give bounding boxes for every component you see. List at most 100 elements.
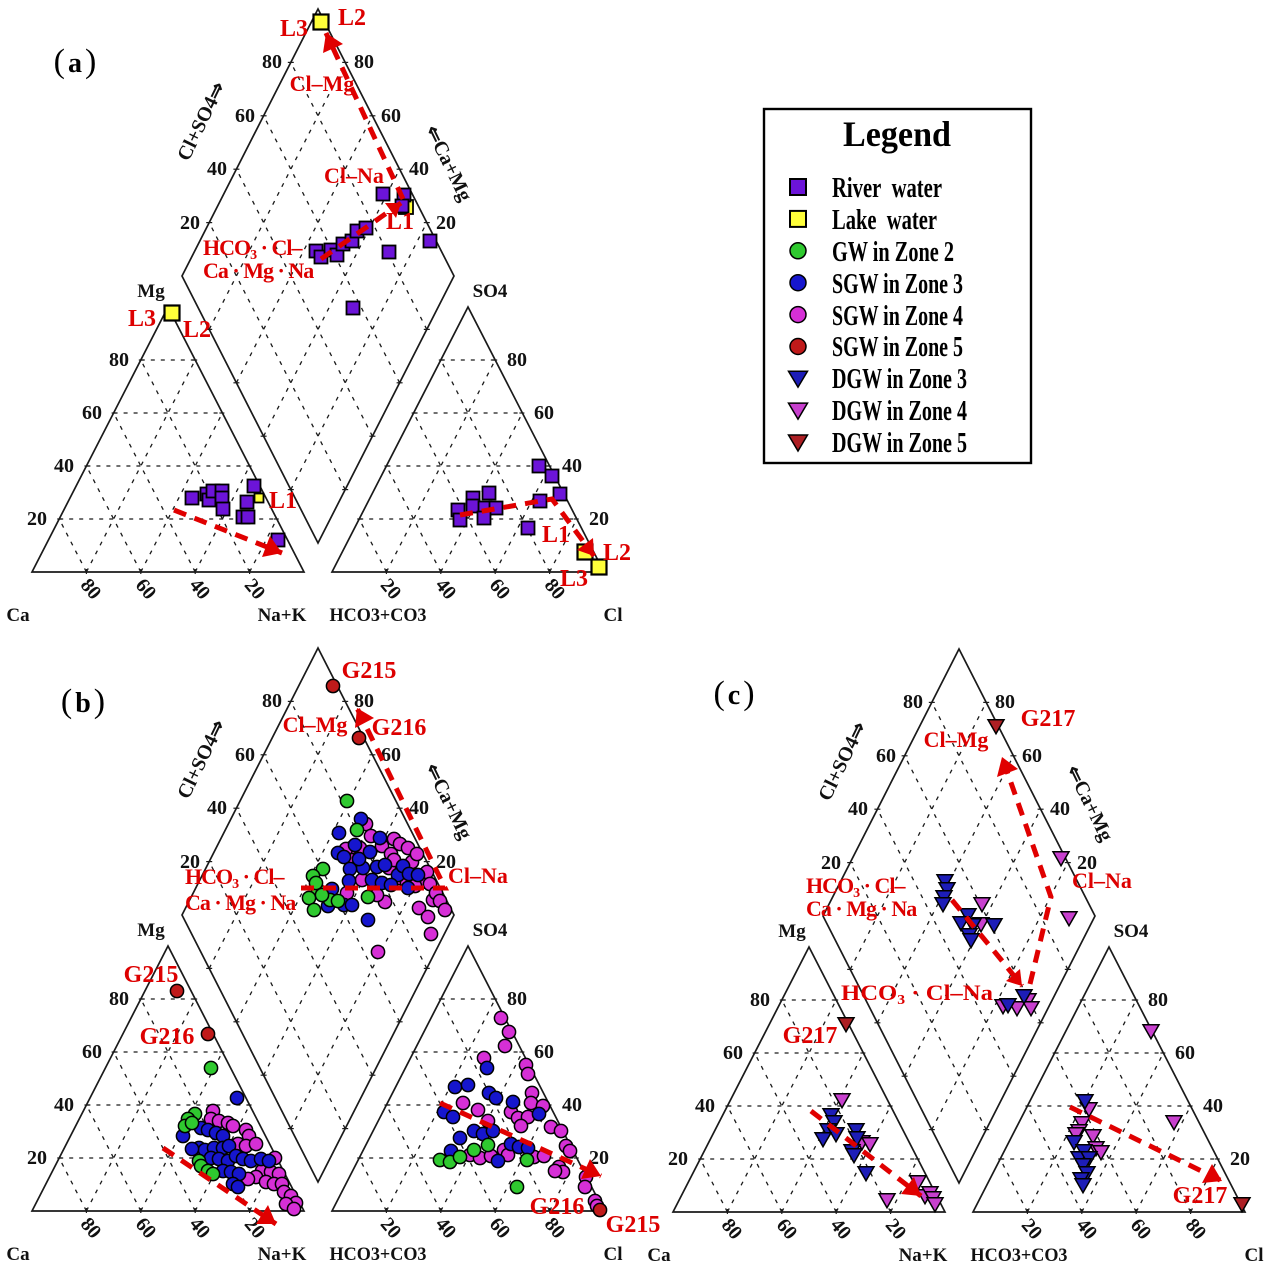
svg-text:G215: G215 [342,658,397,684]
svg-text:60: 60 [1022,745,1042,767]
svg-text:60: 60 [381,744,401,766]
svg-text:60: 60 [534,402,554,424]
svg-text:Na+K: Na+K [258,605,307,626]
svg-text:80: 80 [1148,989,1168,1011]
svg-text:Cl–Mg: Cl–Mg [924,727,989,752]
svg-text:20: 20 [27,1147,47,1169]
svg-text:SO4: SO4 [1114,921,1149,942]
svg-text:Mg: Mg [778,921,806,942]
svg-text:G217: G217 [1173,1183,1228,1209]
svg-text:80: 80 [995,691,1015,713]
svg-text:Na+K: Na+K [899,1245,948,1266]
svg-text:20: 20 [1077,852,1097,874]
svg-text:SO4: SO4 [473,281,508,302]
svg-text:DGW in Zone 3: DGW in Zone 3 [832,364,967,395]
svg-text:40: 40 [562,455,582,477]
svg-text:80: 80 [109,349,129,371]
svg-text:80: 80 [507,349,527,371]
svg-text:20: 20 [668,1148,688,1170]
svg-text:40: 40 [695,1095,715,1117]
svg-text:20: 20 [589,1147,609,1169]
svg-text:G215: G215 [606,1212,661,1238]
svg-text:Cl–Na: Cl–Na [448,863,508,888]
svg-text:L1: L1 [542,522,570,548]
svg-text:60: 60 [235,744,255,766]
svg-text:80: 80 [750,989,770,1011]
svg-text:40: 40 [562,1094,582,1116]
svg-text:HCO3+CO3: HCO3+CO3 [971,1245,1068,1266]
svg-text:80: 80 [109,988,129,1010]
svg-text:G216: G216 [530,1194,585,1220]
svg-text:40: 40 [848,798,868,820]
svg-text:G217: G217 [783,1023,838,1049]
svg-text:Mg: Mg [137,281,165,302]
svg-text:20: 20 [180,212,200,234]
svg-text:Ca: Ca [6,605,30,626]
svg-text:40: 40 [54,455,74,477]
svg-text:HCO3+CO3: HCO3+CO3 [330,1244,427,1265]
svg-text:20: 20 [1230,1148,1250,1170]
svg-text:G215: G215 [124,962,179,988]
svg-text:60: 60 [876,745,896,767]
svg-text:L3: L3 [560,566,588,592]
svg-text:L2: L2 [603,540,631,566]
svg-text:Legend: Legend [843,114,951,154]
svg-text:60: 60 [235,105,255,127]
svg-text:L3: L3 [280,16,308,42]
svg-text:(c): (c) [713,675,754,712]
svg-text:(b): (b) [61,683,105,720]
svg-text:20: 20 [436,851,456,873]
svg-text:80: 80 [262,690,282,712]
svg-text:80: 80 [262,51,282,73]
svg-text:Cl: Cl [604,605,623,626]
svg-text:80: 80 [354,690,374,712]
svg-text:20: 20 [27,508,47,530]
svg-text:L3: L3 [128,306,156,332]
svg-text:40: 40 [409,797,429,819]
svg-text:Cl–Na: Cl–Na [324,163,384,188]
svg-text:L1: L1 [386,209,414,235]
svg-text:HCO3+CO3: HCO3+CO3 [330,605,427,626]
svg-text:DGW in Zone 5: DGW in Zone 5 [832,428,967,459]
svg-text:60: 60 [82,1041,102,1063]
svg-text:Na+K: Na+K [258,1244,307,1265]
svg-text:40: 40 [409,158,429,180]
svg-text:G216: G216 [372,715,427,741]
svg-text:HCO3 · Cl–Na: HCO 3 · Cl–Na [841,980,993,1008]
svg-text:G216: G216 [140,1024,195,1050]
svg-text:40: 40 [207,158,227,180]
svg-text:Ca: Ca [6,1244,30,1265]
svg-text:80: 80 [507,988,527,1010]
svg-text:60: 60 [381,105,401,127]
svg-text:SGW in Zone 3: SGW in Zone 3 [832,269,963,300]
svg-text:River water: River water [832,173,942,204]
svg-text:20: 20 [821,852,841,874]
svg-text:L2: L2 [183,317,211,343]
svg-text:20: 20 [589,508,609,530]
svg-text:60: 60 [82,402,102,424]
svg-text:60: 60 [1175,1042,1195,1064]
svg-text:SGW in Zone 5: SGW in Zone 5 [832,332,963,363]
svg-text:(a): (a) [54,43,97,80]
svg-text:80: 80 [354,51,374,73]
svg-text:20: 20 [436,212,456,234]
svg-text:Ca · Mg · Na: Ca · Mg · Na [806,896,917,921]
svg-text:60: 60 [534,1041,554,1063]
svg-text:SO4: SO4 [473,920,508,941]
svg-text:Cl–Mg: Cl–Mg [283,712,348,737]
svg-text:Mg: Mg [137,920,165,941]
svg-text:Cl–Mg: Cl–Mg [290,71,355,96]
svg-text:40: 40 [207,797,227,819]
svg-text:Lake water: Lake water [832,205,937,236]
svg-text:Ca · Mg · Na: Ca · Mg · Na [203,258,314,283]
svg-text:60: 60 [723,1042,743,1064]
svg-text:40: 40 [1203,1095,1223,1117]
svg-text:Ca · Mg · Na: Ca · Mg · Na [185,890,296,915]
svg-text:L2: L2 [338,5,366,31]
svg-text:GW in Zone 2: GW in Zone 2 [832,237,954,268]
svg-text:Cl–Na: Cl–Na [1072,868,1132,893]
svg-text:G217: G217 [1021,706,1076,732]
svg-text:Ca: Ca [647,1245,671,1266]
svg-text:Cl: Cl [1245,1245,1264,1266]
svg-text:DGW in Zone 4: DGW in Zone 4 [832,396,967,427]
